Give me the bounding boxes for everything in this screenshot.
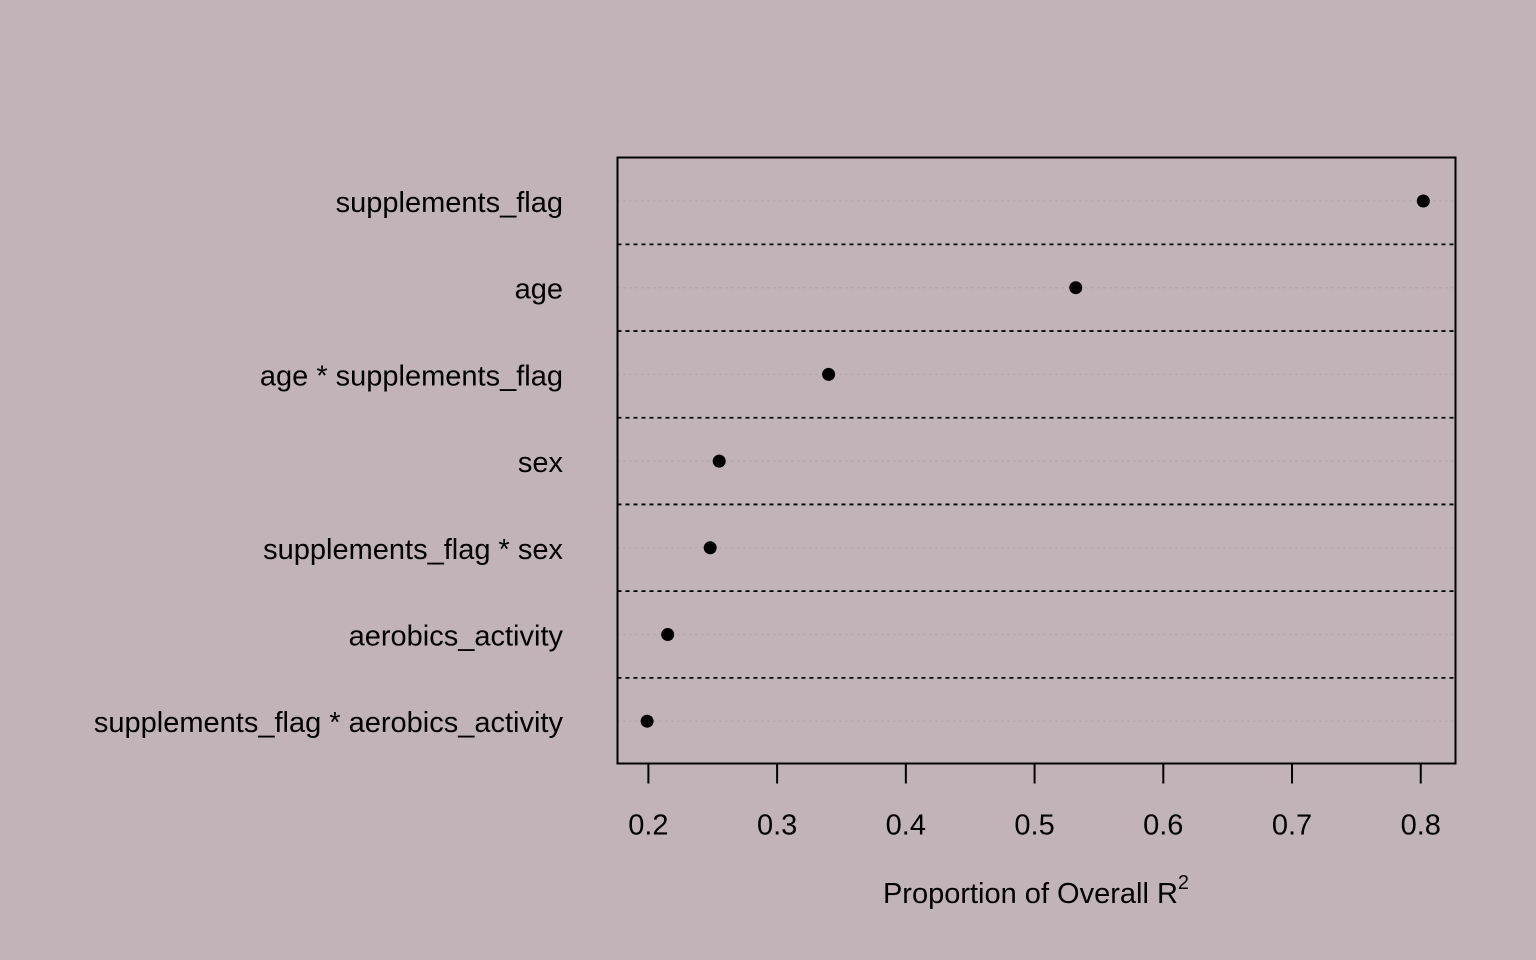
x-axis-title-text: Proportion of Overall R (883, 878, 1178, 910)
category-label: supplements_flag * aerobics_activity (94, 707, 564, 739)
plot-frame (616, 156, 1457, 765)
category-label: age (515, 274, 563, 306)
x-axis: 0.2 0.3 0.4 0.5 0.6 0.7 0.8 (628, 762, 1441, 842)
data-point (1416, 194, 1430, 208)
data-points (640, 194, 1430, 728)
data-point (703, 541, 717, 555)
x-axis-title: Proportion of Overall R2 (883, 872, 1189, 910)
x-tick-label: 0.5 (1014, 810, 1054, 842)
x-tick-label: 0.7 (1272, 810, 1312, 842)
data-point (640, 714, 654, 728)
category-label: supplements_flag * sex (263, 534, 563, 566)
category-label: aerobics_activity (349, 621, 564, 653)
data-point (822, 367, 836, 381)
x-tick-label: 0.8 (1401, 810, 1441, 842)
category-label: supplements_flag (336, 187, 563, 219)
x-tick-label: 0.2 (628, 810, 668, 842)
row-separators (617, 243, 1456, 679)
category-label: age * supplements_flag (260, 360, 563, 392)
row-guides (617, 200, 1456, 722)
x-tick-label: 0.6 (1143, 810, 1183, 842)
category-label: sex (518, 447, 564, 479)
data-point (712, 454, 726, 468)
data-point (1069, 281, 1083, 295)
x-axis-title-superscript: 2 (1178, 872, 1189, 894)
x-tick-label: 0.3 (757, 810, 797, 842)
data-point (661, 628, 675, 641)
x-tick-label: 0.4 (886, 810, 926, 842)
